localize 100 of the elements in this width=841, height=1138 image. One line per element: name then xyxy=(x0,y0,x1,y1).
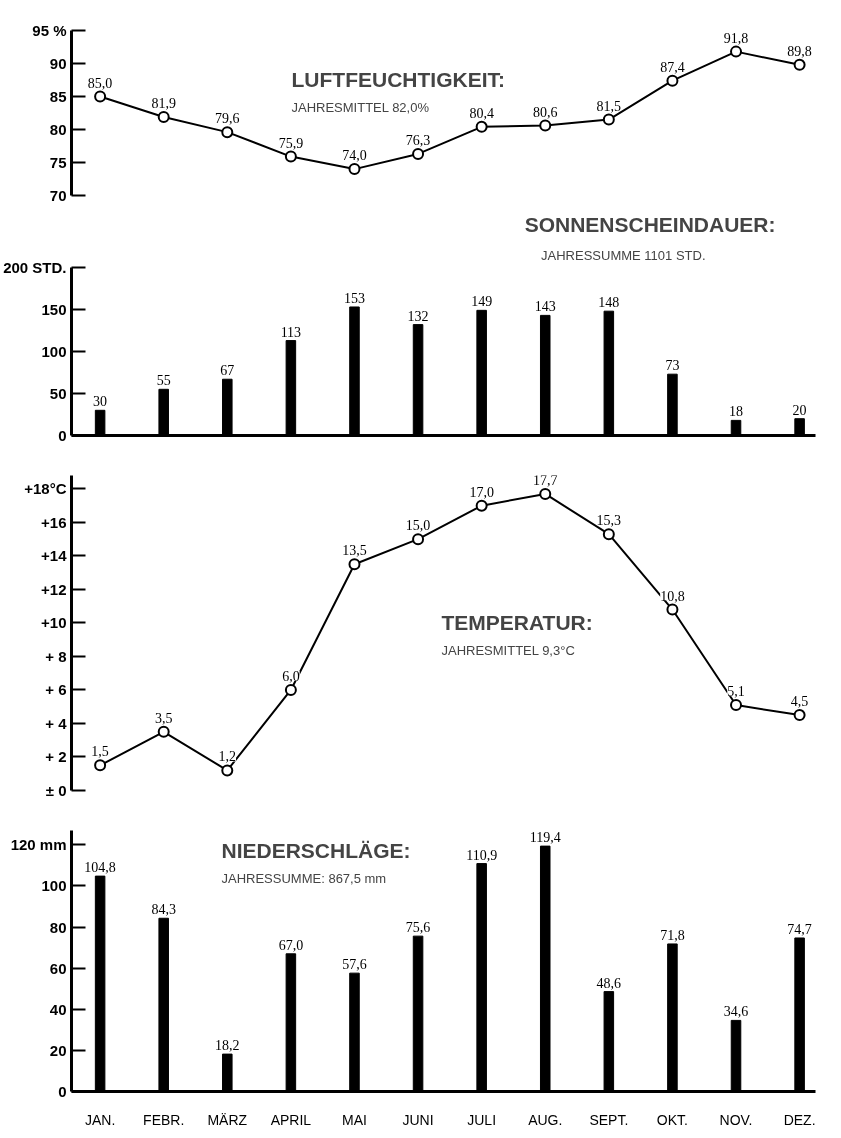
point xyxy=(730,45,743,58)
point xyxy=(412,533,425,546)
y-tick-label: 0 xyxy=(58,427,67,444)
y-tick-label: + 8 xyxy=(45,647,67,665)
point xyxy=(221,126,234,139)
y-tick-label: 90 xyxy=(49,55,67,72)
x-tick-label: OKT. xyxy=(656,1111,688,1128)
chart-title: SONNENSCHEINDAUER: xyxy=(524,212,776,236)
x-tick-label: MAI xyxy=(342,1111,367,1128)
y-tick-label: 80 xyxy=(49,918,67,936)
point xyxy=(475,499,488,512)
data-label: 149 xyxy=(471,294,493,310)
y-tick-label: 100 xyxy=(41,343,67,360)
x-tick-label: NOV. xyxy=(719,1111,753,1128)
x-tick-label: FEBR. xyxy=(143,1111,185,1128)
data-label: 148 xyxy=(598,295,620,311)
x-tick-label: MÄRZ xyxy=(207,1111,248,1128)
point xyxy=(539,487,552,500)
data-label: 80,6 xyxy=(532,104,558,120)
y-tick-label: +18°C xyxy=(24,480,67,498)
data-label: 81,9 xyxy=(151,95,176,111)
point xyxy=(602,528,615,541)
data-label: 15,3 xyxy=(596,513,622,529)
data-label: 1,2 xyxy=(218,749,237,765)
y-tick-label: 40 xyxy=(49,1000,67,1018)
y-tick-label: +12 xyxy=(41,580,67,598)
data-label: 3,5 xyxy=(154,710,173,726)
data-label: 89,8 xyxy=(787,43,812,59)
point xyxy=(221,764,234,777)
data-label: 80,4 xyxy=(469,105,494,121)
y-tick-label: 200 STD. xyxy=(3,259,67,276)
data-label: 132 xyxy=(407,308,429,324)
text: JAHRESMITTEL 9,3°C xyxy=(441,642,575,658)
y-tick-label: 95 % xyxy=(32,22,67,39)
data-label: 18,2 xyxy=(215,1038,240,1054)
data-label: 113 xyxy=(280,324,302,340)
data-label: 87,4 xyxy=(660,59,685,75)
point xyxy=(730,699,743,712)
data-label: 73 xyxy=(665,358,680,374)
data-label: 74,7 xyxy=(787,921,812,937)
point xyxy=(94,90,107,103)
data-label: 119,4 xyxy=(529,830,561,846)
y-tick-label: + 2 xyxy=(45,748,67,766)
data-label: 153 xyxy=(343,290,365,306)
y-tick-label: 100 xyxy=(41,877,67,895)
data-label: 4,5 xyxy=(790,694,809,710)
data-label: 75,6 xyxy=(405,920,431,936)
data-label: 75,9 xyxy=(278,135,304,151)
x-tick-label: JULI xyxy=(467,1111,497,1128)
point xyxy=(157,110,170,123)
data-label: 17,7 xyxy=(532,472,558,488)
data-label: 17,0 xyxy=(469,484,494,500)
data-label: 15,0 xyxy=(405,518,431,534)
x-tick-label: SEPT. xyxy=(589,1111,629,1128)
point xyxy=(666,603,679,616)
data-label: 85,0 xyxy=(87,75,113,91)
text: JAHRESMITTEL 82,0% xyxy=(291,99,430,115)
x-tick-label: AUG. xyxy=(528,1111,563,1128)
y-tick-label: + 4 xyxy=(45,714,68,732)
data-label: 67 xyxy=(220,363,235,379)
data-label: 74,0 xyxy=(342,148,367,164)
y-tick-label: 150 xyxy=(41,301,67,318)
data-label: 30 xyxy=(93,394,108,410)
data-label: 143 xyxy=(534,299,556,315)
data-label: 18 xyxy=(729,404,744,420)
x-tick-label: JAN. xyxy=(84,1111,116,1128)
data-label: 84,3 xyxy=(151,902,176,918)
y-tick-label: 120 mm xyxy=(10,836,67,854)
data-label: 20 xyxy=(792,402,807,418)
y-tick-label: +16 xyxy=(41,513,67,531)
point xyxy=(348,163,361,176)
data-label: 81,5 xyxy=(596,98,622,114)
point xyxy=(284,150,297,163)
data-label: 91,8 xyxy=(723,30,749,46)
data-label: 55 xyxy=(156,373,171,389)
y-tick-label: 60 xyxy=(49,959,67,977)
data-label: 104,8 xyxy=(84,860,116,876)
y-tick-label: +10 xyxy=(41,614,67,632)
y-tick-label: 70 xyxy=(49,187,67,204)
y-tick-label: 20 xyxy=(49,1041,67,1059)
y-tick-label: 0 xyxy=(58,1083,67,1100)
x-tick-label: JUNI xyxy=(402,1111,434,1128)
data-label: 67,0 xyxy=(278,937,304,953)
data-label: 6,0 xyxy=(282,668,300,684)
y-tick-label: 85 xyxy=(49,88,67,105)
y-tick-label: ± 0 xyxy=(45,782,67,799)
data-label: 48,6 xyxy=(596,975,622,991)
point xyxy=(539,119,552,132)
y-tick-label: 75 xyxy=(49,154,67,171)
point xyxy=(157,725,170,738)
point xyxy=(666,74,679,87)
data-label: 57,6 xyxy=(342,957,367,973)
data-label: 13,5 xyxy=(342,543,367,559)
point xyxy=(94,759,107,772)
data-label: 34,6 xyxy=(723,1004,749,1020)
data-label: 79,6 xyxy=(215,111,240,127)
text: TEMPERATUR: xyxy=(441,610,593,634)
y-tick-label: 50 xyxy=(49,385,67,402)
data-label: 71,8 xyxy=(660,927,685,943)
data-label: 10,8 xyxy=(660,588,685,604)
